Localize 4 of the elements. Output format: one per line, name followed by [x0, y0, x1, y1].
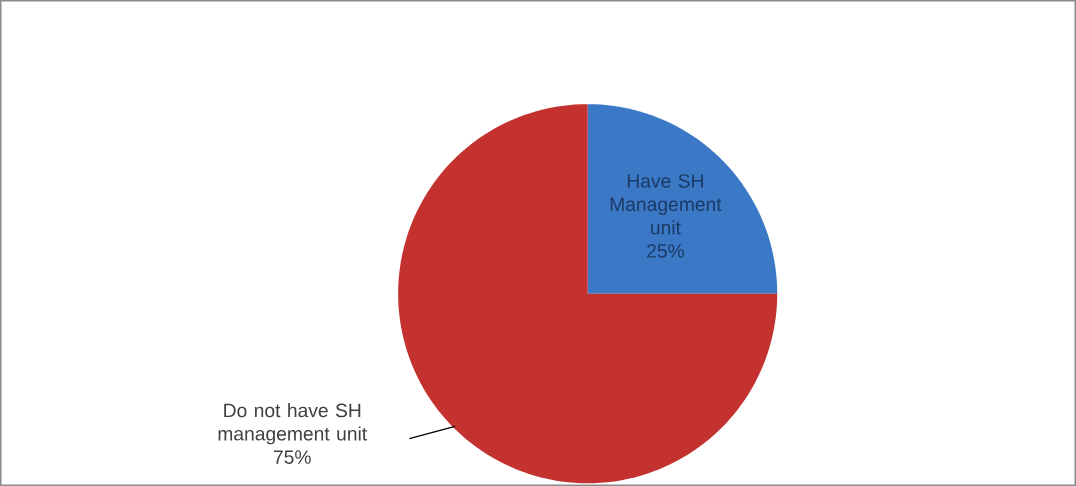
slice-label: Have SH Management unit: [610, 174, 722, 235]
data-label: 25%: [647, 244, 684, 258]
slice-label: Do not have SH management unit: [218, 403, 368, 445]
data-label: 75%: [273, 450, 311, 464]
